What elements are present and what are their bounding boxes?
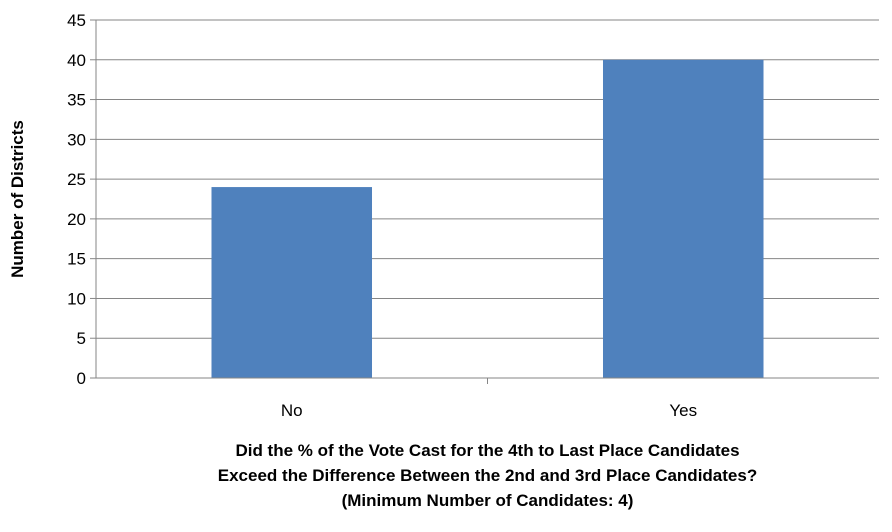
x-axis-title: Did the % of the Vote Cast for the 4th t… (96, 438, 879, 513)
y-tick-label: 15 (67, 250, 86, 269)
bar-no (211, 187, 373, 378)
y-tick-label: 45 (67, 11, 86, 30)
y-tick-label: 25 (67, 170, 86, 189)
x-tick-label: No (281, 401, 303, 420)
axes (90, 19, 879, 384)
x-axis-title-line-3: (Minimum Number of Candidates: 4) (341, 491, 634, 510)
y-tick-label: 30 (67, 130, 86, 149)
bars (211, 59, 764, 379)
bar-yes (602, 59, 764, 379)
y-tick-label: 40 (67, 51, 86, 70)
y-tick-label: 20 (67, 210, 86, 229)
bar-chart: 0 5 10 15 20 25 30 35 40 45 No Yes Number of Distr… (8, 11, 879, 420)
y-tick-label: 10 (67, 289, 86, 308)
x-axis-title-line-2: Exceed the Difference Between the 2nd an… (217, 466, 758, 485)
x-axis-title-line-1: Did the % of the Vote Cast for the 4th t… (235, 441, 740, 460)
y-tick-label: 5 (77, 329, 86, 348)
x-tick-label: Yes (669, 401, 697, 420)
x-tick-labels: No Yes (281, 401, 697, 420)
y-tick-label: 0 (77, 369, 86, 388)
y-tick-label: 35 (67, 91, 86, 110)
y-tick-labels: 0 5 10 15 20 25 30 35 40 45 (67, 11, 86, 388)
y-axis-label: Number of Districts (8, 120, 27, 278)
